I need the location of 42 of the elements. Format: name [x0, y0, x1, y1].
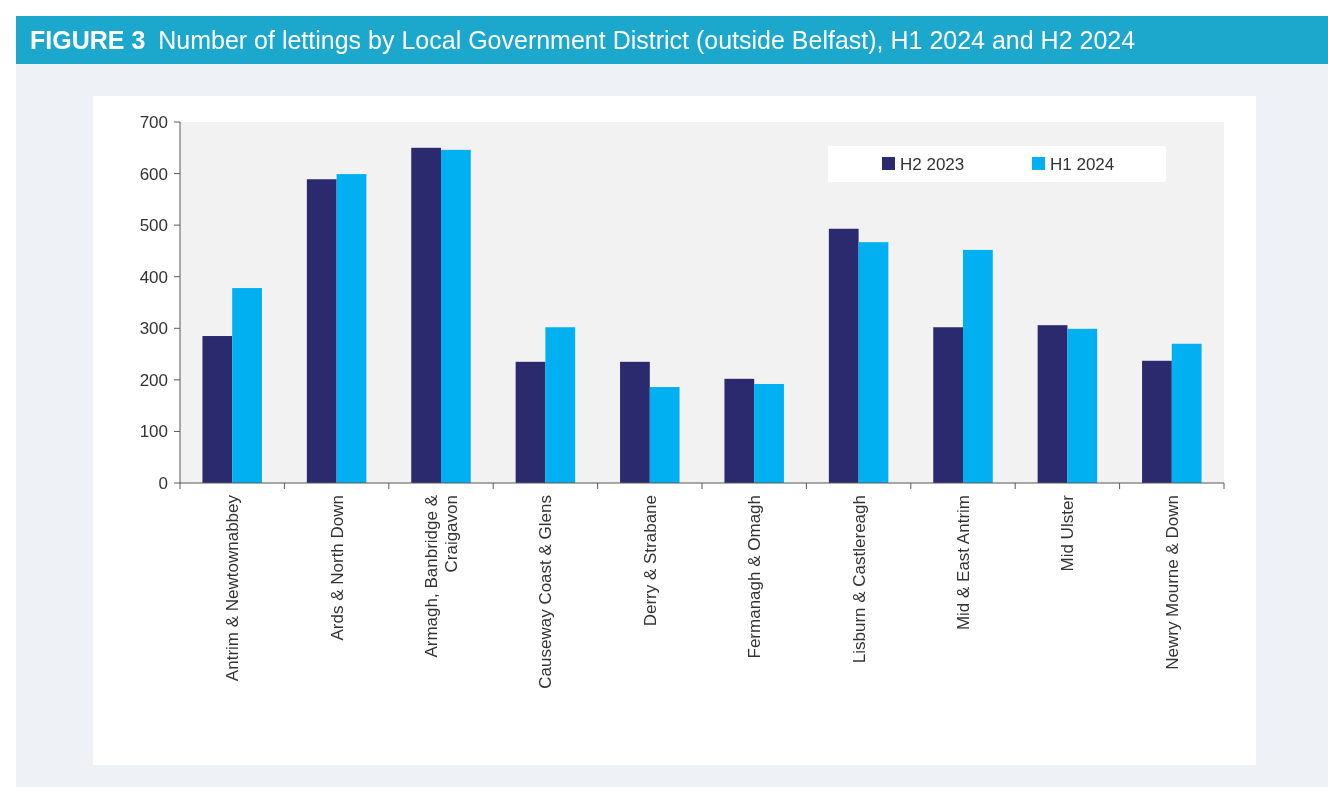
chart-title: Number of lettings by Local Government District (outside Belfast), H1 2024 and H2 2024 — [158, 26, 1136, 54]
bar — [1171, 343, 1202, 483]
bar — [336, 174, 367, 483]
y-tick-label: 500 — [139, 216, 168, 236]
bar — [1142, 360, 1172, 483]
y-tick-label: 300 — [139, 319, 168, 339]
bar — [306, 179, 337, 483]
y-tick-label: 0 — [158, 473, 168, 493]
bar — [620, 361, 650, 483]
bar — [1067, 328, 1098, 483]
y-tick-label: 700 — [139, 112, 168, 132]
bar — [441, 149, 471, 483]
x-tick-label: Lisburn & Castlereagh — [849, 495, 869, 664]
bar — [933, 327, 963, 483]
x-tick-label: Derry & Strabane — [640, 495, 660, 627]
bar — [858, 242, 889, 483]
x-tick-label: Mid Ulster — [1058, 494, 1078, 572]
x-tick-label: Mid & East Antrim — [953, 495, 973, 631]
bar — [649, 387, 680, 483]
bar — [515, 361, 546, 483]
legend-label: H2 2023 — [900, 154, 965, 174]
bar — [411, 147, 441, 483]
x-tick-label: Ards & North Down — [327, 495, 347, 641]
y-tick-label: 200 — [139, 370, 168, 390]
bar — [545, 327, 576, 483]
caption: FIGURE 3 — [30, 26, 153, 54]
y-tick-label: 100 — [139, 422, 168, 442]
bar — [754, 383, 784, 483]
bar — [724, 378, 755, 483]
x-tick-label: Newry Mourne & Down — [1162, 495, 1182, 670]
x-tick-label: Fermanagh & Omagh — [745, 495, 765, 659]
bar — [963, 249, 993, 483]
bar — [202, 336, 233, 483]
y-tick-label: 400 — [139, 267, 168, 287]
y-tick-label: 600 — [139, 164, 168, 184]
bar — [828, 228, 859, 483]
x-tick-label: Armagh, Banbridge & Craigavon — [421, 494, 461, 658]
bar — [232, 288, 262, 483]
bar — [1037, 325, 1068, 483]
legend-label: H1 2024 — [1050, 154, 1115, 174]
x-tick-label: Causeway Coast & Glens — [536, 495, 556, 689]
x-tick-label: Antrim & Newtownabbey — [223, 494, 243, 682]
